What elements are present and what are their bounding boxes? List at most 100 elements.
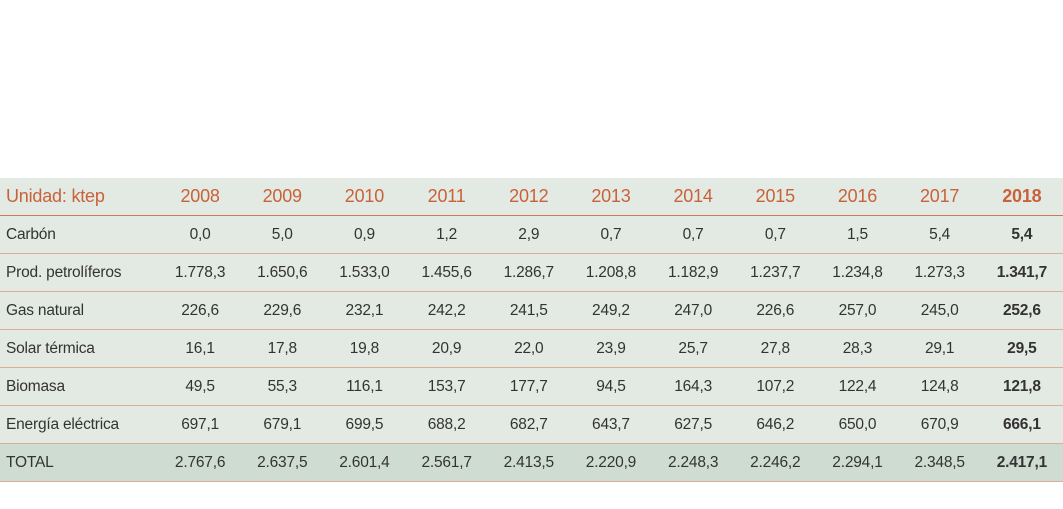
table-row: Biomasa 49,5 55,3 116,1 153,7 177,7 94,5 164,3 1… — [0, 367, 1063, 406]
cell: 257,0 — [816, 291, 899, 330]
cell: 252,6 — [980, 291, 1063, 330]
row-label: Biomasa — [0, 367, 159, 406]
cell: 0,7 — [652, 215, 735, 254]
cell: 2.413,5 — [487, 443, 570, 482]
cell: 679,1 — [241, 405, 324, 444]
cell: 2.601,4 — [323, 443, 406, 482]
cell: 646,2 — [734, 405, 817, 444]
cell: 682,7 — [487, 405, 570, 444]
cell: 177,7 — [487, 367, 570, 406]
cell: 1,5 — [816, 215, 899, 254]
cell: 49,5 — [159, 367, 242, 406]
cell: 1.650,6 — [241, 253, 324, 292]
table-row: Unidad: ktep 2008 2009 2010 2011 2012 2013 2014… — [0, 178, 1063, 216]
cell: 1.778,3 — [159, 253, 242, 292]
row-label: TOTAL — [0, 443, 159, 482]
table-row: Solar térmica 16,1 17,8 19,8 20,9 22,0 23,9 25,… — [0, 329, 1063, 368]
cell: 0,7 — [569, 215, 653, 254]
cell: 2.767,6 — [159, 443, 242, 482]
cell: 153,7 — [405, 367, 488, 406]
row-label: Solar térmica — [0, 329, 159, 368]
cell: 697,1 — [159, 405, 242, 444]
table-container: Unidad: ktep 2008 2009 2010 2011 2012 2013 2014… — [0, 178, 1063, 482]
cell: 1.234,8 — [816, 253, 899, 292]
cell: 643,7 — [569, 405, 653, 444]
cell: 2.294,1 — [816, 443, 899, 482]
row-label: Energía eléctrica — [0, 405, 159, 444]
cell: 2.248,3 — [652, 443, 735, 482]
row-label: Carbón — [0, 215, 159, 254]
cell: 232,1 — [323, 291, 406, 330]
cell: 2009 — [241, 178, 324, 216]
cell: 0,9 — [323, 215, 406, 254]
cell: 2.220,9 — [569, 443, 653, 482]
cell: 670,9 — [898, 405, 981, 444]
cell: 666,1 — [980, 405, 1063, 444]
cell: 116,1 — [323, 367, 406, 406]
cell: 1.286,7 — [487, 253, 570, 292]
cell: 29,1 — [898, 329, 981, 368]
cell: 1.208,8 — [569, 253, 653, 292]
table-row: TOTAL 2.767,6 2.637,5 2.601,4 2.561,7 2.413,5… — [0, 443, 1063, 482]
cell: 27,8 — [734, 329, 817, 368]
cell: 17,8 — [241, 329, 324, 368]
cell: 5,0 — [241, 215, 324, 254]
cell: 650,0 — [816, 405, 899, 444]
cell: 699,5 — [323, 405, 406, 444]
cell: 121,8 — [980, 367, 1063, 406]
cell: 2018 — [980, 178, 1063, 216]
cell: 1.455,6 — [405, 253, 488, 292]
cell: 1.237,7 — [734, 253, 817, 292]
cell: 25,7 — [652, 329, 735, 368]
cell: 28,3 — [816, 329, 899, 368]
cell: 1.273,3 — [898, 253, 981, 292]
cell: 229,6 — [241, 291, 324, 330]
cell: 22,0 — [487, 329, 570, 368]
cell: 245,0 — [898, 291, 981, 330]
cell: 1.182,9 — [652, 253, 735, 292]
table-row: Gas natural 226,6 229,6 232,1 242,2 241,5 249,… — [0, 291, 1063, 330]
cell: 2017 — [898, 178, 981, 216]
cell: 5,4 — [980, 215, 1063, 254]
table-row: Carbón 0,0 5,0 0,9 1,2 2,9 0,7 0,7 0,7 1,5 5,4 5,4 — [0, 215, 1063, 254]
cell: 2011 — [405, 178, 488, 216]
cell: 2012 — [487, 178, 570, 216]
cell: 124,8 — [898, 367, 981, 406]
cell: 2.417,1 — [980, 443, 1063, 482]
cell: 0,0 — [159, 215, 242, 254]
cell: 19,8 — [323, 329, 406, 368]
row-label: Unidad: ktep — [0, 178, 159, 216]
cell: 226,6 — [159, 291, 242, 330]
table-row: Prod. petrolíferos 1.778,3 1.650,6 1.533,0 1… — [0, 253, 1063, 292]
cell: 23,9 — [569, 329, 653, 368]
cell: 29,5 — [980, 329, 1063, 368]
cell: 20,9 — [405, 329, 488, 368]
cell: 242,2 — [405, 291, 488, 330]
energy-table: Unidad: ktep 2008 2009 2010 2011 2012 2013 2014… — [0, 178, 1063, 482]
table-row: Energía eléctrica 697,1 679,1 699,5 688,2 682… — [0, 405, 1063, 444]
cell: 2015 — [734, 178, 817, 216]
cell: 16,1 — [159, 329, 242, 368]
cell: 122,4 — [816, 367, 899, 406]
cell: 247,0 — [652, 291, 735, 330]
cell: 2.348,5 — [898, 443, 981, 482]
cell: 1,2 — [405, 215, 488, 254]
cell: 627,5 — [652, 405, 735, 444]
row-label: Prod. petrolíferos — [0, 253, 159, 292]
cell: 249,2 — [569, 291, 653, 330]
cell: 2016 — [816, 178, 899, 216]
cell: 2.637,5 — [241, 443, 324, 482]
cell: 164,3 — [652, 367, 735, 406]
cell: 2013 — [569, 178, 653, 216]
cell: 0,7 — [734, 215, 817, 254]
cell: 1.341,7 — [980, 253, 1063, 292]
cell: 2.561,7 — [405, 443, 488, 482]
cell: 2014 — [652, 178, 735, 216]
cell: 2.246,2 — [734, 443, 817, 482]
cell: 1.533,0 — [323, 253, 406, 292]
cell: 226,6 — [734, 291, 817, 330]
cell: 2008 — [159, 178, 242, 216]
cell: 2010 — [323, 178, 406, 216]
cell: 55,3 — [241, 367, 324, 406]
